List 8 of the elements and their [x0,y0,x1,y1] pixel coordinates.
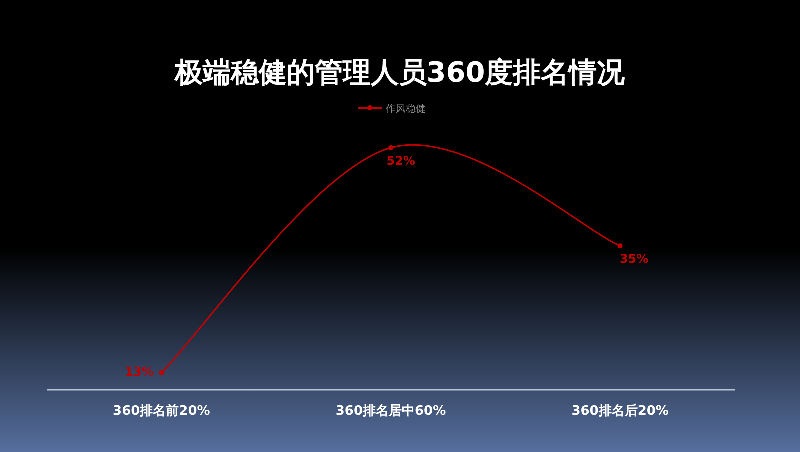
x-tick-label: 360排名居中60% [336,404,446,419]
x-tick-label: 360排名前20% [113,404,210,419]
data-label: 13% [125,365,154,379]
chart-title: 极端稳健的管理人员360度排名情况 [174,56,626,89]
data-label: 35% [620,252,649,266]
x-tick-label: 360排名后20% [572,403,669,419]
legend-label: 作风稳健 [385,103,426,115]
data-label: 52% [386,154,416,168]
